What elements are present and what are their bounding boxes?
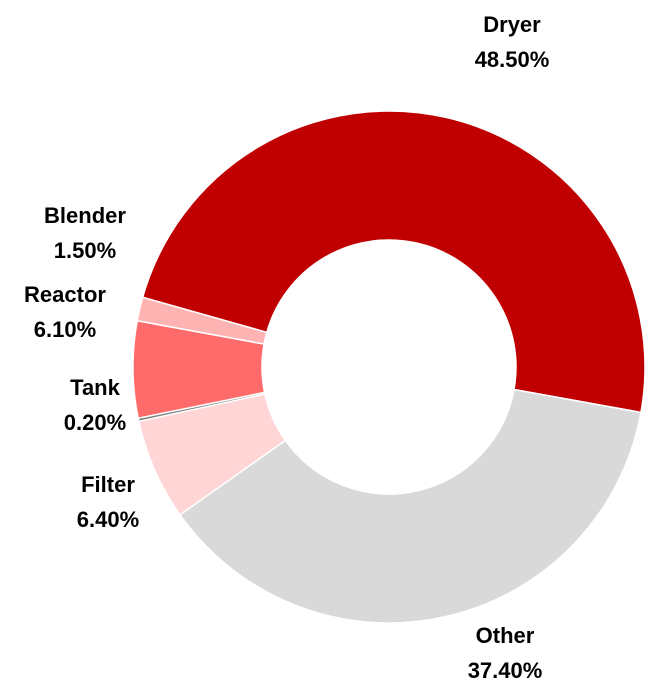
- donut-slice: [141, 110, 646, 414]
- slice-label-name: Dryer: [483, 12, 541, 37]
- slice-label-name: Other: [476, 623, 535, 648]
- slice-label-name: Reactor: [24, 282, 106, 307]
- slice-label-value: 1.50%: [54, 238, 116, 263]
- slice-label-name: Blender: [44, 203, 126, 228]
- slice-label-value: 6.40%: [77, 507, 139, 532]
- donut-slice: [136, 296, 268, 345]
- slice-label-value: 0.20%: [64, 410, 126, 435]
- slice-label-value: 37.40%: [468, 658, 543, 683]
- donut-slice: [178, 388, 642, 624]
- slice-label-value: 48.50%: [475, 47, 550, 72]
- slice-label-name: Tank: [70, 375, 120, 400]
- slice-label-value: 6.10%: [34, 317, 96, 342]
- slice-label-name: Filter: [81, 472, 135, 497]
